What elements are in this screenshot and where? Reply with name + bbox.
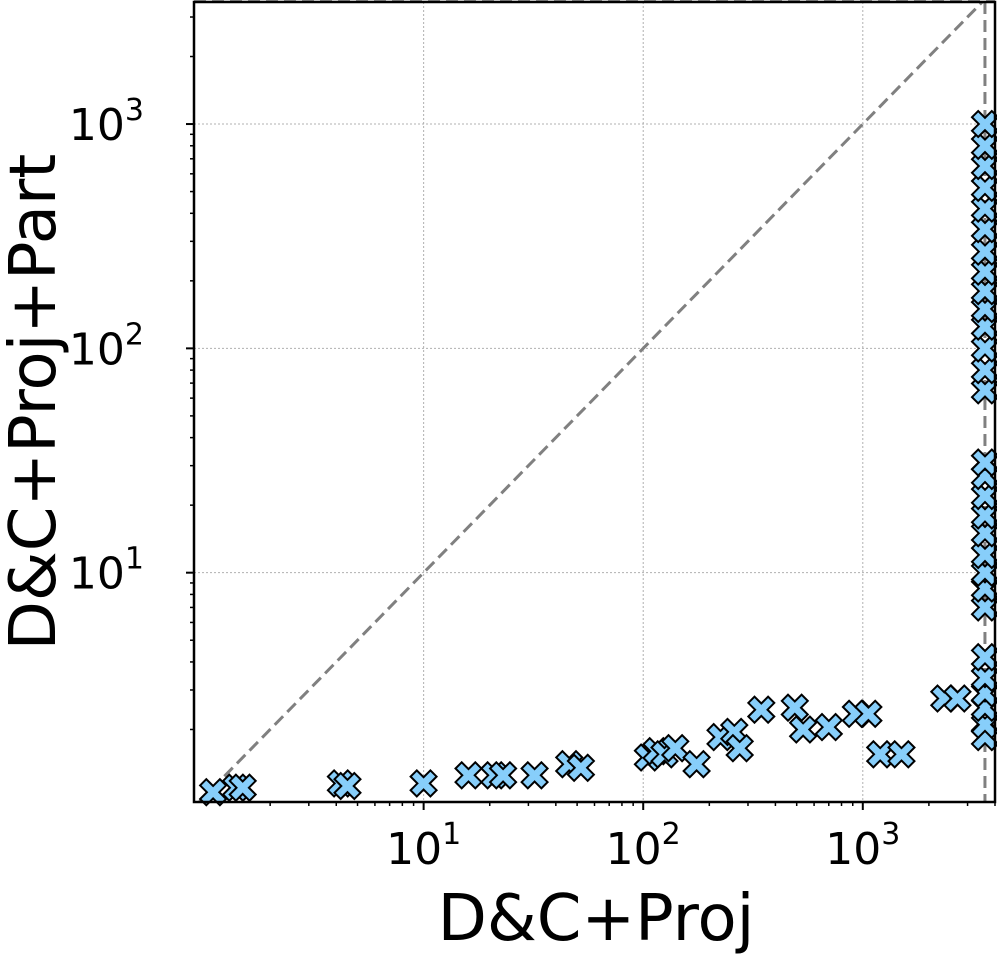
data-point	[970, 355, 997, 385]
x-tick-label: 102	[606, 817, 681, 875]
x-tick-exponent: 1	[442, 817, 461, 852]
y-tick-label: 101	[69, 542, 144, 600]
data-point	[970, 642, 997, 672]
data-point	[970, 109, 997, 139]
data-point	[788, 715, 818, 744]
data-point	[566, 753, 596, 783]
data-point	[970, 237, 997, 267]
data-point	[409, 768, 439, 798]
diagonal-reference-line	[198, 0, 984, 804]
data-point	[887, 739, 916, 769]
plot-area-frame	[192, 0, 997, 804]
data-point	[198, 777, 228, 807]
x-tick-label: 103	[825, 817, 900, 875]
data-point	[943, 684, 972, 713]
x-axis-ticks: 101 102 103	[269, 802, 996, 875]
data-point	[853, 699, 883, 729]
data-point	[682, 749, 712, 779]
data-point	[865, 739, 895, 769]
data-point	[454, 760, 483, 790]
data-point	[746, 695, 776, 725]
y-tick-label: 103	[69, 93, 144, 151]
data-point	[970, 333, 997, 363]
y-tick-exponent: 2	[125, 317, 144, 352]
y-axis-label: D&C+Proj+Part	[0, 154, 71, 651]
data-point	[488, 760, 518, 790]
y-tick-label: 102	[69, 317, 144, 375]
data-point	[520, 760, 550, 790]
data-points	[198, 109, 997, 807]
y-tick-exponent: 3	[125, 93, 144, 128]
data-point	[228, 773, 258, 803]
x-tick-label: 101	[386, 817, 461, 875]
grid-lines	[194, 2, 995, 802]
data-point	[333, 771, 362, 801]
x-axis-label: D&C+Proj	[438, 882, 755, 956]
data-point	[780, 693, 810, 723]
y-axis-ticks: 101 102 103	[69, 16, 194, 731]
data-point	[725, 733, 755, 763]
data-point	[970, 448, 997, 477]
data-point	[970, 131, 997, 161]
data-point	[970, 540, 997, 570]
y-tick-exponent: 1	[125, 542, 144, 577]
x-tick-exponent: 3	[881, 817, 900, 852]
data-point	[814, 712, 844, 742]
reference-lines	[194, 0, 995, 804]
x-tick-exponent: 2	[662, 817, 681, 852]
data-point	[970, 173, 997, 203]
